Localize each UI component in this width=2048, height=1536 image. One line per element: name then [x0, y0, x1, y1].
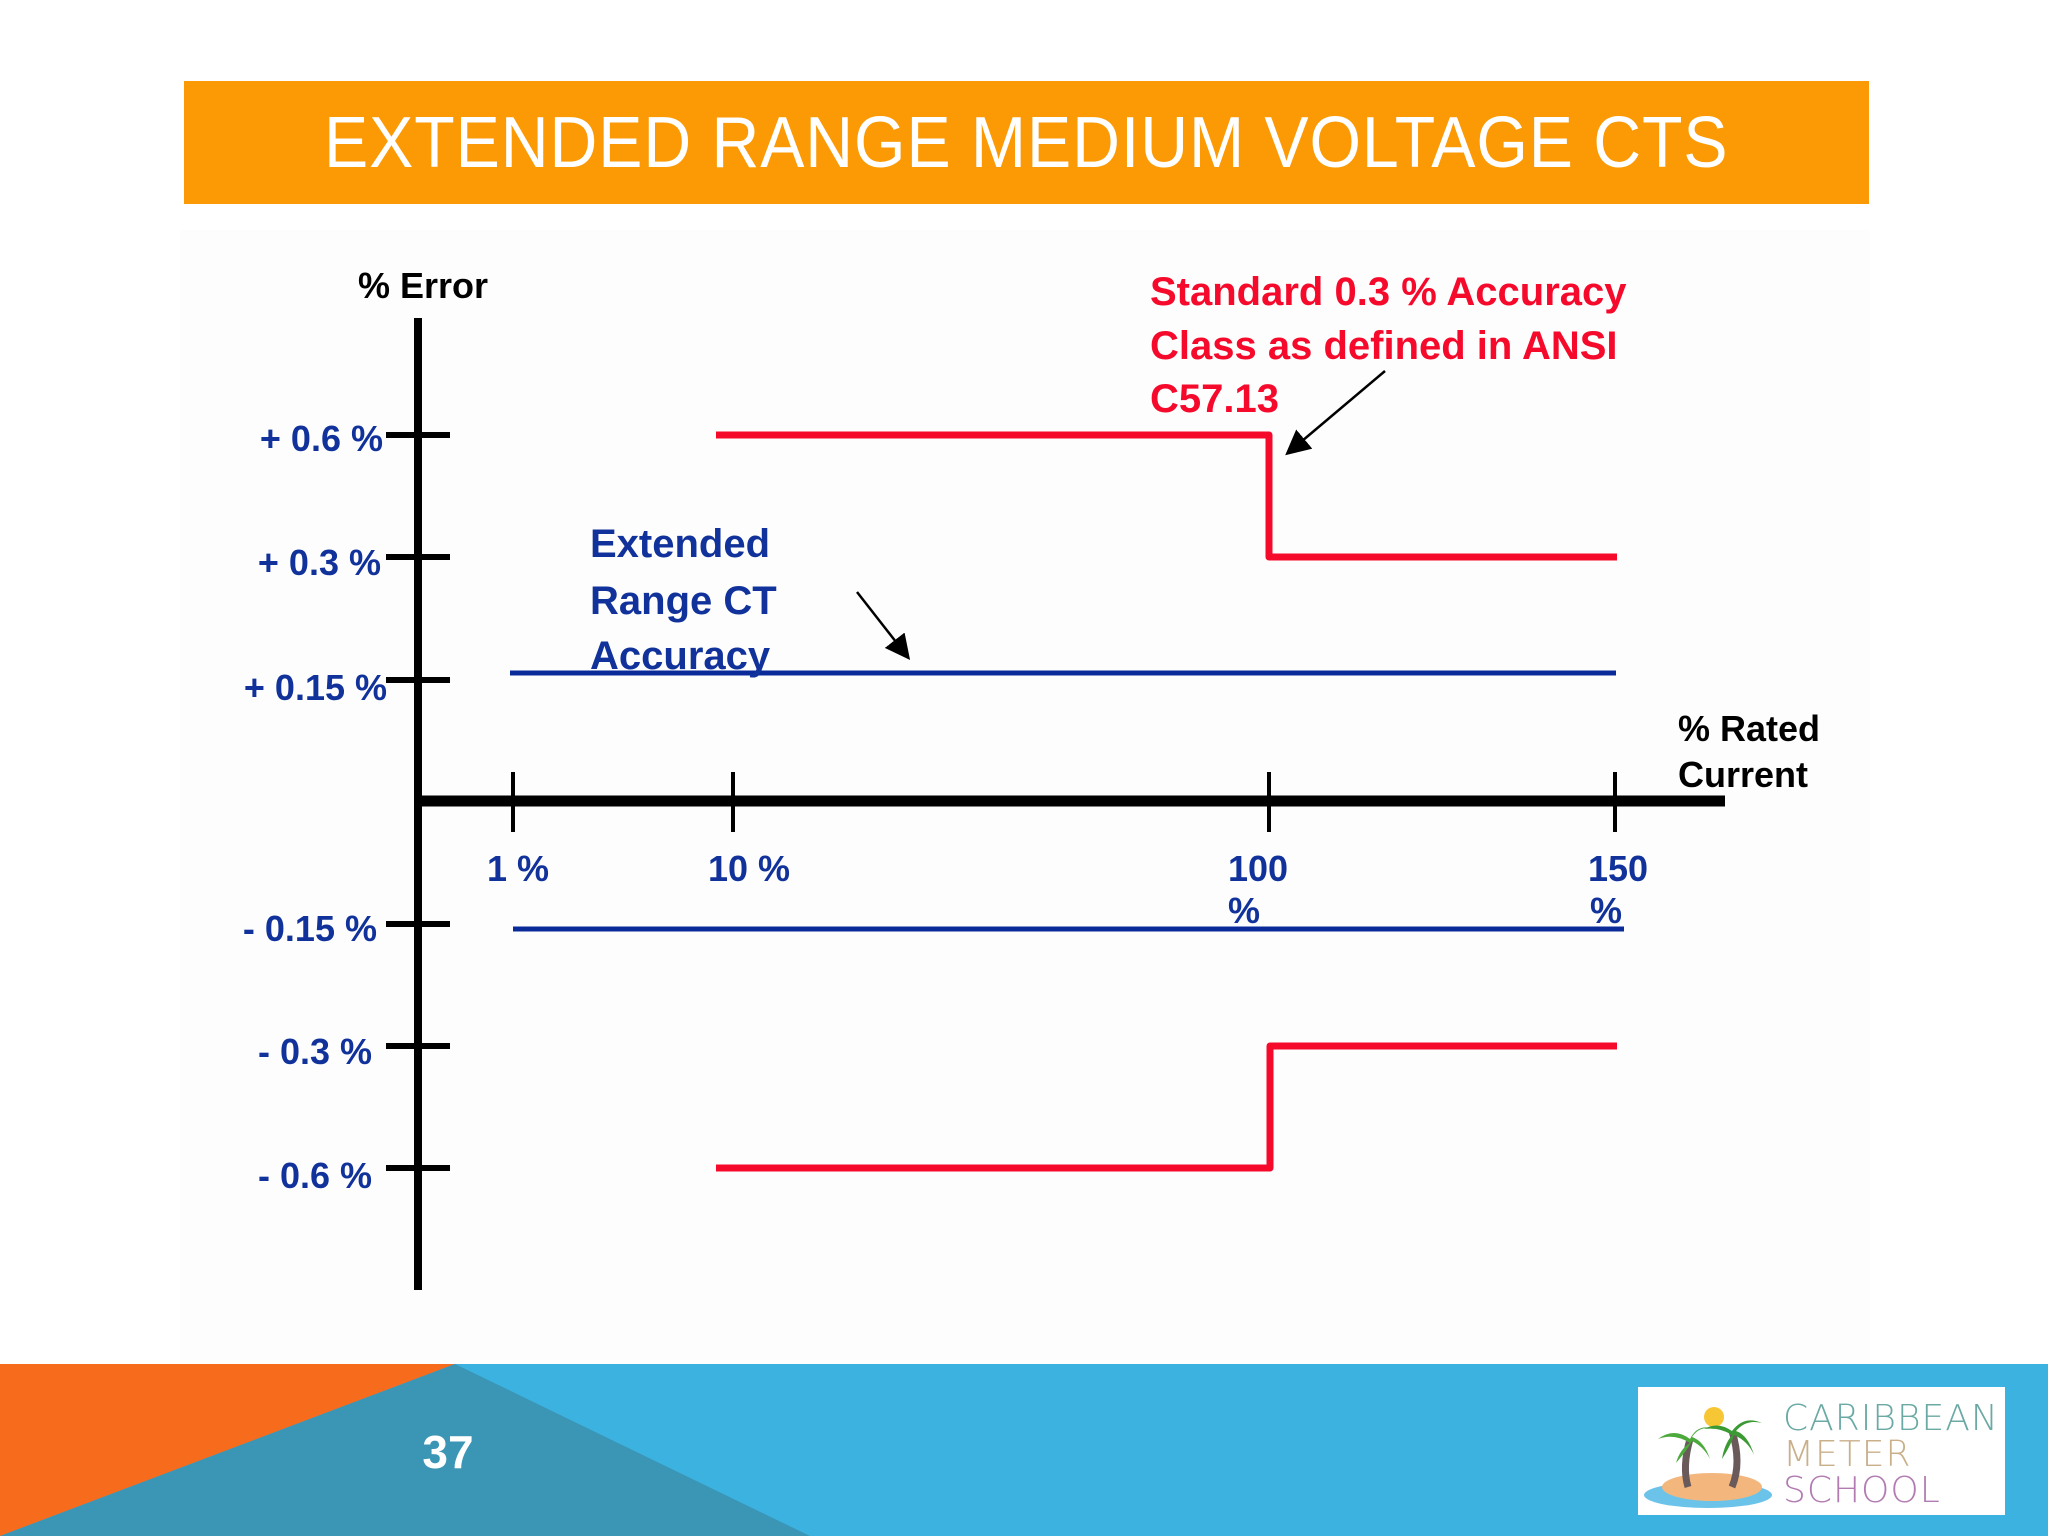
- y-tick-label: + 0.6 %: [260, 418, 383, 459]
- x-tick-label: %: [1228, 890, 1260, 931]
- x-tick-label: 1 %: [487, 848, 549, 889]
- x-tick-label: 100: [1228, 848, 1288, 889]
- x-axis-label-line2: Current: [1678, 754, 1808, 795]
- extended-annotation-arrow-icon: [856, 591, 911, 660]
- y-tick-label: + 0.15 %: [244, 667, 387, 708]
- y-ticks: [386, 432, 450, 1171]
- slide-title-bar: EXTENDED RANGE MEDIUM VOLTAGE CTS: [184, 81, 1869, 204]
- x-axis-label-line1: % Rated: [1678, 708, 1820, 749]
- y-tick-label: - 0.3 %: [258, 1031, 372, 1072]
- logo-text-line3: SCHOOL: [1783, 1470, 1941, 1511]
- extended-annotation-line2: Range CT: [590, 579, 777, 623]
- slide-title: EXTENDED RANGE MEDIUM VOLTAGE CTS: [324, 102, 1729, 183]
- extended-annotation-line1: Extended: [590, 522, 770, 566]
- y-axis-label: % Error: [358, 265, 488, 306]
- x-ticks: [511, 772, 1617, 832]
- logo-text-line1: CARIBBEAN: [1783, 1398, 1999, 1439]
- x-tick-label: 10 %: [708, 848, 790, 889]
- y-tick-label: - 0.15 %: [243, 908, 377, 949]
- standard-annotation-line2: Class as defined in ANSI: [1150, 324, 1618, 368]
- chart-panel: [180, 230, 1870, 1360]
- standard-annotation-line1: Standard 0.3 % Accuracy: [1150, 270, 1627, 314]
- caribbean-meter-school-logo: CARIBBEAN METER SCHOOL: [1638, 1387, 2005, 1515]
- x-tick-label: %: [1590, 890, 1622, 931]
- logo-text-line2: METER: [1783, 1434, 1912, 1475]
- y-tick-label: + 0.3 %: [258, 542, 381, 583]
- standard-annotation-arrow-icon: [1285, 370, 1386, 456]
- y-tick-label: - 0.6 %: [258, 1155, 372, 1196]
- standard-annotation-line3: C57.13: [1150, 377, 1279, 421]
- extended-annotation-line3: Accuracy: [590, 634, 771, 678]
- standard-lower-limit-line: [716, 1042, 1617, 1172]
- x-tick-label: 150: [1588, 848, 1648, 889]
- standard-upper-limit-line: [716, 431, 1617, 561]
- palm-island-icon: [1644, 1407, 1772, 1508]
- slide-page-number: 37: [422, 1426, 474, 1478]
